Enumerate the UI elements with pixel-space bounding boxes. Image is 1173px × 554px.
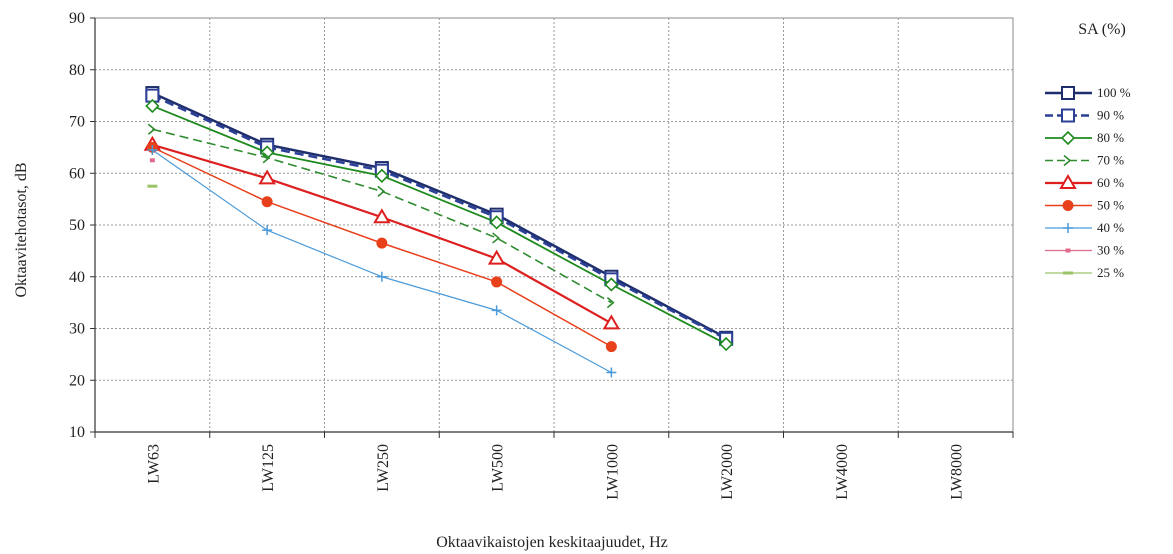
x-tick-label: LW500 xyxy=(490,444,507,492)
axes: 10 20 30 40 50 60 70 80 90 LW63 LW125 LW250 LW500 LW1… xyxy=(69,10,1014,500)
legend-item: 60 % xyxy=(1045,174,1124,190)
legend-swatch-marker xyxy=(1062,200,1074,211)
legend-label: 30 % xyxy=(1097,243,1124,258)
x-tick-label: LW125 xyxy=(260,444,277,492)
y-tick-label: 40 xyxy=(69,269,85,286)
x-axis-title: Oktaavikaistojen keskitaajuudet, Hz xyxy=(436,534,667,551)
series-line xyxy=(152,105,727,345)
legend-item: 25 % xyxy=(1045,265,1124,280)
data-point xyxy=(602,314,621,330)
data-point xyxy=(147,184,158,188)
data-point xyxy=(376,271,387,282)
data-point xyxy=(147,123,156,135)
y-tick-label: 80 xyxy=(69,62,85,79)
series-line xyxy=(152,128,612,304)
legend-swatch-marker xyxy=(1063,223,1073,233)
data-point xyxy=(373,208,391,224)
data-point xyxy=(606,367,617,378)
y-tick-label: 90 xyxy=(69,10,85,27)
series-30-pct xyxy=(149,158,155,163)
data-point xyxy=(489,215,504,230)
legend-label: 50 % xyxy=(1097,198,1124,213)
data-point xyxy=(262,152,271,164)
x-tick-label: LW8000 xyxy=(949,444,966,500)
legend-swatch-marker xyxy=(1059,174,1077,189)
legend-label: 90 % xyxy=(1097,108,1124,123)
data-point xyxy=(376,237,388,249)
legend-label: 25 % xyxy=(1097,265,1124,280)
legend: 100 % 90 % 80 % 70 % 60 % 50 % 40 % 30 % 25 % xyxy=(1045,85,1131,280)
y-tick-label: 50 xyxy=(69,217,85,234)
series-40-pct xyxy=(147,144,617,378)
y-tick-label: 20 xyxy=(69,372,85,389)
x-tick-label: LW63 xyxy=(145,444,162,484)
y-axis-title: Oktaavitehotasot, dB xyxy=(13,162,30,297)
data-point xyxy=(261,196,273,208)
legend-item: 90 % xyxy=(1045,108,1124,123)
legend-item: 30 % xyxy=(1045,243,1124,258)
legend-label: 100 % xyxy=(1097,85,1131,100)
legend-swatch-marker xyxy=(1061,108,1075,123)
series-lines xyxy=(143,86,734,378)
legend-swatch-marker xyxy=(1063,271,1073,275)
x-tick-label: LW4000 xyxy=(834,444,851,500)
data-point xyxy=(487,249,506,265)
data-point xyxy=(605,341,617,353)
series-line xyxy=(151,94,727,340)
legend-swatch-marker xyxy=(1060,130,1076,146)
series-70-pct xyxy=(147,123,615,309)
legend-item: 40 % xyxy=(1045,220,1124,235)
data-point xyxy=(374,168,390,183)
legend-label: 40 % xyxy=(1097,220,1124,235)
data-point xyxy=(377,185,386,197)
legend-label: 70 % xyxy=(1097,153,1124,168)
data-point xyxy=(604,277,619,292)
series-80-pct xyxy=(145,98,734,352)
y-tick-label: 10 xyxy=(69,424,85,441)
data-point xyxy=(491,305,502,316)
x-tick-label: LW1000 xyxy=(604,444,621,500)
legend-label: 60 % xyxy=(1097,175,1124,190)
x-tick-label: LW2000 xyxy=(719,444,736,500)
data-point xyxy=(147,144,158,155)
legend-swatch-marker xyxy=(1063,154,1072,167)
legend-item: 50 % xyxy=(1045,198,1124,213)
legend-item: 80 % xyxy=(1045,130,1124,146)
data-point xyxy=(718,336,734,352)
data-point xyxy=(491,276,503,288)
data-point xyxy=(145,98,160,114)
data-point xyxy=(149,158,155,163)
data-point xyxy=(606,297,615,309)
y-tick-label: 70 xyxy=(69,114,85,131)
legend-label: 80 % xyxy=(1097,130,1124,145)
data-point xyxy=(258,169,276,185)
data-point xyxy=(262,225,273,236)
grid xyxy=(94,17,1014,433)
legend-item: 70 % xyxy=(1045,153,1124,168)
x-tick-label: LW250 xyxy=(375,444,392,492)
legend-item: 100 % xyxy=(1045,85,1131,100)
legend-title: SA (%) xyxy=(1078,21,1126,38)
series-line xyxy=(151,91,727,339)
legend-swatch-marker xyxy=(1065,248,1071,253)
legend-swatch-marker xyxy=(1061,86,1075,100)
data-point xyxy=(492,232,500,244)
series-25-pct xyxy=(147,184,158,188)
y-tick-label: 60 xyxy=(69,165,85,182)
series-line xyxy=(152,149,612,374)
y-tick-label: 30 xyxy=(69,321,85,338)
